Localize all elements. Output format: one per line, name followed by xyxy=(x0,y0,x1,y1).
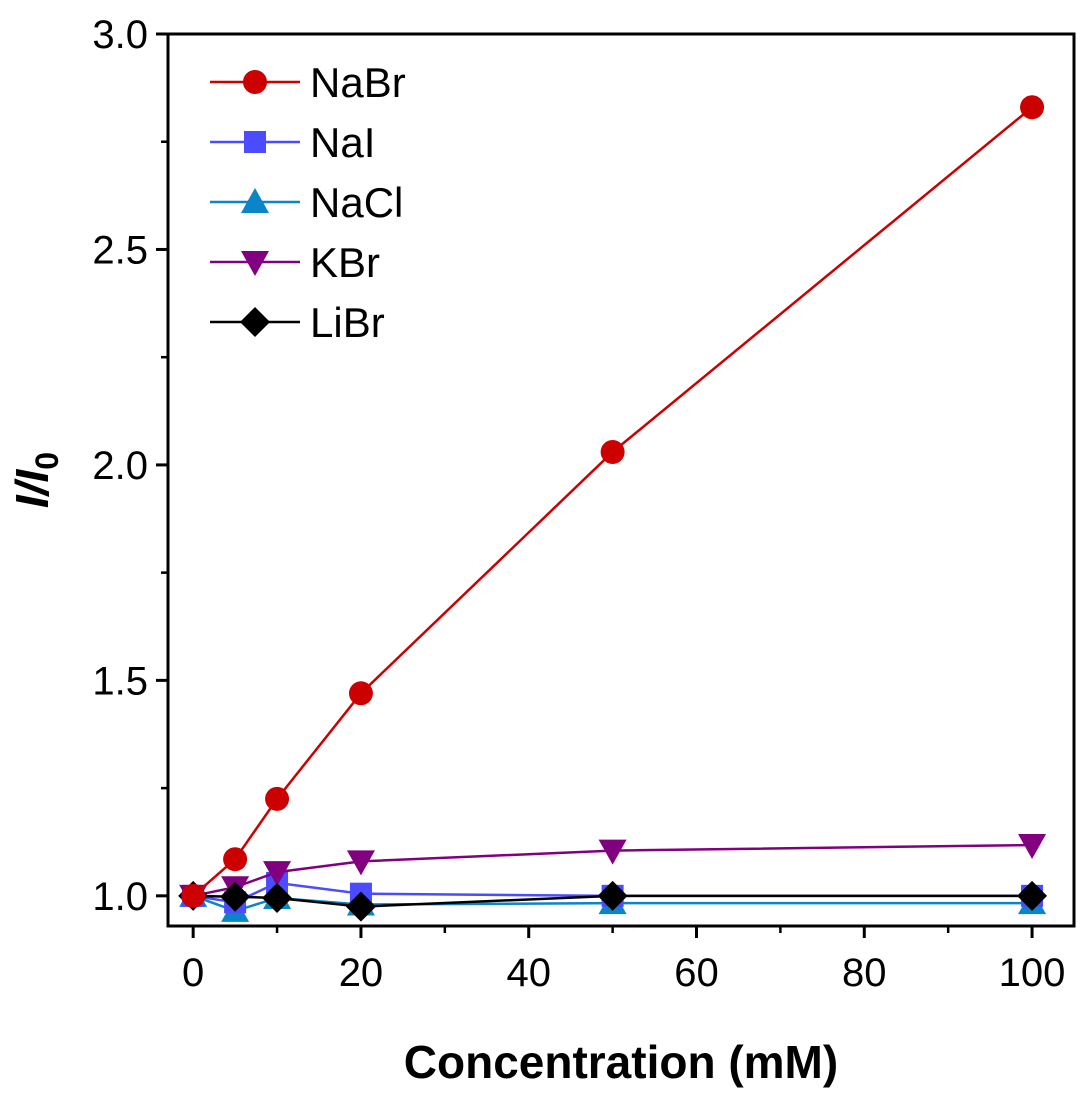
legend-item-libr: LiBr xyxy=(210,299,385,346)
y-axis-title: I/I0 xyxy=(6,452,65,508)
legend-label-nacl: NaCl xyxy=(310,179,403,226)
plot-frame xyxy=(166,32,1076,928)
data-point-kbr xyxy=(598,839,627,865)
legend-marker-nai xyxy=(244,131,266,153)
data-point-nabr xyxy=(1020,95,1045,120)
data-point-nabr xyxy=(348,681,373,706)
y-tick-label: 3.0 xyxy=(92,13,148,57)
x-tick-label: 40 xyxy=(506,951,551,995)
y-tick-label: 2.0 xyxy=(92,444,148,488)
data-point-nabr xyxy=(181,883,206,908)
series-nabr xyxy=(181,95,1045,908)
legend-item-nacl: NaCl xyxy=(210,179,403,226)
x-tick-label: 0 xyxy=(182,951,204,995)
x-axis: 0 20 40 60 80 100 xyxy=(182,926,1066,995)
data-point-libr xyxy=(345,891,376,922)
y-tick-label: 1.5 xyxy=(92,659,148,703)
y-tick-label: 1.0 xyxy=(92,875,148,919)
y-axis: 1.0 1.5 2.0 2.5 3.0 xyxy=(92,13,168,919)
data-point-nabr xyxy=(600,439,625,464)
data-point-kbr xyxy=(1018,833,1047,859)
data-point-nabr xyxy=(265,786,290,811)
x-tick-label: 20 xyxy=(339,951,384,995)
legend-item-nabr: NaBr xyxy=(210,59,406,106)
legend-label-nabr: NaBr xyxy=(310,59,406,106)
data-point-kbr xyxy=(263,861,292,887)
data-point-libr xyxy=(220,881,251,912)
legend-label-libr: LiBr xyxy=(310,299,385,346)
plot-area xyxy=(166,32,1076,928)
legend-label-nai: NaI xyxy=(310,119,375,166)
data-point-libr xyxy=(597,880,628,911)
legend-label-kbr: KBr xyxy=(310,239,380,286)
legend-item-nai: NaI xyxy=(210,119,375,166)
legend-marker-nabr xyxy=(243,70,267,94)
x-tick-label: 60 xyxy=(674,951,719,995)
data-point-libr xyxy=(1017,880,1048,911)
x-axis-title: Concentration (mM) xyxy=(404,1036,838,1088)
data-point-kbr xyxy=(346,850,375,876)
legend-marker-nacl xyxy=(241,188,269,213)
x-tick-label: 100 xyxy=(999,951,1066,995)
series-layer xyxy=(178,95,1048,922)
legend-item-kbr: KBr xyxy=(210,239,380,286)
y-axis-title-main: I/I xyxy=(6,469,58,509)
y-tick-label: 2.5 xyxy=(92,228,148,272)
data-point-libr xyxy=(262,882,293,913)
x-tick-label: 80 xyxy=(842,951,887,995)
legend-marker-kbr xyxy=(241,251,269,276)
legend: NaBr NaI NaCl KBr LiBr xyxy=(210,59,406,346)
y-axis-title-subscript: 0 xyxy=(29,452,65,470)
data-point-nabr xyxy=(223,847,248,872)
legend-marker-libr xyxy=(240,307,270,337)
